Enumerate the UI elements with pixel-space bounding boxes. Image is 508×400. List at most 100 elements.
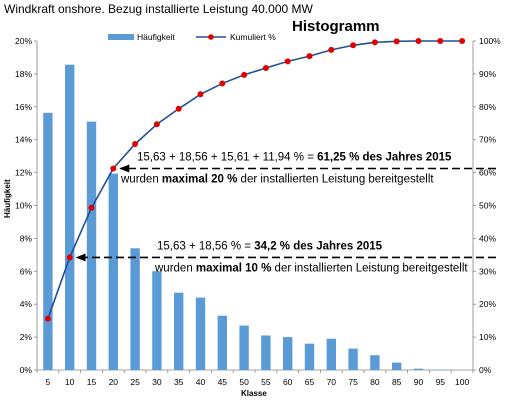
annotation-line2-pre-1: wurden — [154, 262, 196, 274]
annotation-line1-plain-0: 15,63 + 18,56 + 15,61 + 11,94 % = — [137, 151, 317, 163]
x-tick-label: 15 — [87, 377, 97, 387]
y-tick-label-right: 60% — [479, 168, 496, 178]
annotation-line1-bold-1: 34,2 % des Jahres 2015 — [254, 240, 382, 252]
cumulative-point-60 — [284, 58, 291, 65]
x-tick-label: 25 — [130, 377, 140, 387]
annotation-line2-post-0: der installierten Leistung bereitgestell… — [237, 173, 434, 185]
annotation-line2-bold-1: maximal 10 % — [196, 262, 271, 274]
y-tick-label-left: 18% — [15, 69, 32, 79]
annotation-line1-bold-0: 61,25 % des Jahres 2015 — [317, 151, 452, 163]
annotations: 15,63 + 18,56 + 15,61 + 11,94 % = 61,25 … — [75, 151, 496, 274]
x-tick-label: 5 — [46, 377, 51, 387]
cumulative-point-70 — [328, 46, 335, 53]
y-tick-label-left: 10% — [15, 201, 32, 211]
cumulative-polyline — [47, 40, 463, 319]
bar-80 — [370, 355, 380, 370]
x-tick-label: 85 — [392, 377, 402, 387]
x-tick-label: 95 — [436, 377, 446, 387]
chart-title: Windkraft onshore. Bezug installierte Le… — [4, 2, 313, 16]
cumulative-point-15 — [88, 204, 95, 211]
x-tick-label: 30 — [152, 377, 162, 387]
bar-60 — [283, 337, 293, 370]
x-tick-label: 75 — [348, 377, 358, 387]
y-tick-label-left: 20% — [15, 36, 32, 46]
cumulative-point-20 — [110, 165, 117, 172]
cumulative-line — [44, 38, 466, 322]
bar-15 — [86, 121, 97, 370]
y-tick-label-left: 2% — [20, 332, 33, 342]
cumulative-point-100 — [459, 38, 466, 44]
cumulative-point-50 — [241, 71, 248, 78]
annotation-line2-0: wurden maximal 20 % der installierten Le… — [120, 173, 434, 185]
y-axis-label: Häufigkeit — [3, 179, 12, 218]
bar-50 — [239, 325, 249, 370]
annotation-line2-pre-0: wurden — [120, 173, 162, 185]
y-tick-label-left: 0% — [20, 365, 33, 375]
x-tick-label: 10 — [65, 377, 75, 387]
bar-40 — [195, 297, 206, 370]
annotation-line1-0: 15,63 + 18,56 + 15,61 + 11,94 % = 61,25 … — [137, 151, 452, 163]
cumulative-point-30 — [153, 121, 160, 128]
cumulative-point-55 — [262, 64, 269, 71]
legend: Häufigkeit Kumuliert % — [108, 32, 276, 42]
cumulative-point-75 — [350, 42, 357, 49]
annotation-line1-1: 15,63 + 18,56 % = 34,2 % des Jahres 2015 — [157, 240, 383, 252]
bar-70 — [326, 338, 336, 370]
x-tick-label: 90 — [414, 377, 424, 387]
y-tick-label-right: 20% — [479, 299, 496, 309]
y-tick-label-left: 6% — [20, 266, 33, 276]
x-tick-label: 55 — [261, 377, 271, 387]
annotation-line2-post-1: der installierten Leistung bereitgestell… — [271, 262, 468, 274]
y-tick-label-right: 50% — [479, 201, 496, 211]
bar-90 — [413, 368, 424, 370]
legend-label-haeufigkeit: Häufigkeit — [137, 32, 175, 42]
legend-swatch-haeufigkeit — [108, 34, 134, 40]
y-tick-label-right: 30% — [479, 266, 496, 276]
cumulative-point-5 — [44, 315, 51, 322]
cumulative-point-65 — [306, 53, 313, 60]
x-tick-label: 65 — [305, 377, 315, 387]
bar-75 — [348, 348, 358, 370]
bar-30 — [152, 271, 162, 370]
y-tick-label-left: 16% — [15, 102, 32, 112]
annotation-line1-plain-1: 15,63 + 18,56 % = — [157, 240, 254, 252]
bar-65 — [304, 343, 315, 370]
cumulative-point-35 — [175, 105, 182, 112]
bar-85 — [392, 362, 402, 370]
cumulative-point-95 — [437, 38, 444, 44]
cumulative-point-10 — [66, 254, 73, 261]
cumulative-point-45 — [219, 80, 226, 87]
y-tick-label-left: 12% — [15, 168, 32, 178]
x-tick-label: 70 — [327, 377, 337, 387]
y-tick-label-right: 90% — [479, 69, 496, 79]
x-tick-label: 50 — [239, 377, 249, 387]
cumulative-point-25 — [132, 140, 139, 147]
y-tick-label-left: 4% — [20, 299, 33, 309]
y-tick-label-right: 0% — [479, 365, 492, 375]
x-axis-label: Klasse — [241, 389, 267, 398]
y-tick-label-left: 8% — [20, 233, 33, 243]
cumulative-point-90 — [415, 38, 422, 44]
x-tick-label: 40 — [196, 377, 206, 387]
y-tick-label-right: 70% — [479, 135, 496, 145]
x-tick-label: 60 — [283, 377, 293, 387]
y-tick-label-right: 40% — [479, 233, 496, 243]
bar-25 — [130, 248, 140, 370]
bar-35 — [174, 292, 184, 370]
bar-45 — [217, 315, 227, 370]
chart-subtitle: Histogramm — [292, 18, 380, 35]
annotation-line2-bold-0: maximal 20 % — [162, 173, 237, 185]
x-tick-label: 80 — [370, 377, 380, 387]
axes: 0% 2% 4% 6% 8% 10% 12% 14% 16% 18% 20% 0% 10% 20% 30% 4… — [15, 36, 501, 387]
cumulative-point-85 — [393, 38, 400, 45]
x-tick-label: 100 — [455, 377, 469, 387]
bar-5 — [43, 112, 53, 370]
x-tick-label: 45 — [218, 377, 228, 387]
legend-marker-kumuliert — [208, 34, 214, 40]
bar-20 — [108, 173, 118, 370]
y-tick-label-right: 100% — [479, 36, 501, 46]
y-tick-label-right: 80% — [479, 102, 496, 112]
x-tick-label: 35 — [174, 377, 184, 387]
bars — [43, 64, 445, 371]
